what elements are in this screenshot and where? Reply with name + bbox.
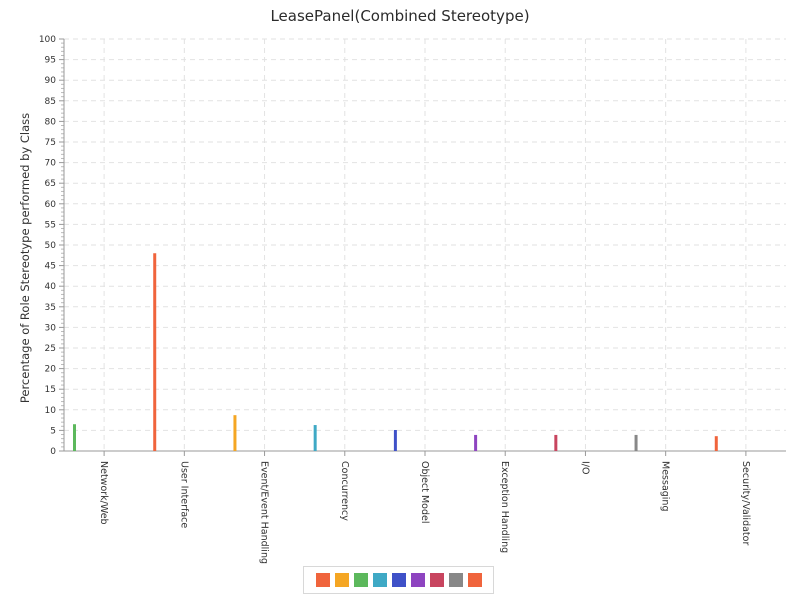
legend-swatch [391,573,406,587]
y-tick-label: 50 [45,241,57,251]
bar-user-interface [153,253,157,451]
legend-swatch [410,573,425,587]
legend-swatch [353,573,368,587]
x-category-labels: Network/Web User Interface Event/Event Han… [98,461,751,564]
x-category-label: Messaging [660,461,671,511]
x-category-label: Event/Event Handling [259,461,270,564]
bar-security-validator [714,436,718,451]
y-tick-label: 70 [45,159,57,169]
bar-event-event-handling [233,415,237,451]
legend-swatch [448,573,463,587]
legend-swatch [372,573,387,587]
bar-network-web [73,424,76,451]
y-tick-label: 15 [45,385,56,395]
y-axis-title: Percentage of Role Stereotype performed … [18,113,32,403]
y-tick-label: 60 [45,200,57,210]
legend-swatch [315,573,330,587]
bar-messaging [634,434,638,451]
bars [73,253,718,451]
bar-exception-handling [474,434,478,451]
y-tick-labels: 0 5 10 15 20 25 30 35 40 45 50 55 60 65 70 75 80 85 90 95 10… [39,35,56,457]
x-category-label: I/O [579,461,590,474]
y-tick-label: 10 [45,406,57,416]
y-tick-label: 35 [45,303,56,313]
x-category-label: Security/Validator [740,461,751,545]
axes [59,38,786,456]
y-tick-label: 30 [45,323,57,333]
y-tick-label: 90 [45,76,57,86]
legend [303,566,494,594]
x-category-label: Concurrency [339,461,350,521]
x-category-label: Exception Handling [499,461,510,553]
y-tick-label: 40 [45,282,57,292]
grid-lines [64,38,786,451]
bar-i-o [554,434,558,451]
legend-swatch [334,573,349,587]
y-tick-label: 95 [45,56,56,66]
y-tick-label: 45 [45,262,56,272]
y-tick-label: 0 [50,447,56,457]
y-tick-label: 5 [50,426,56,436]
x-category-label: Object Model [419,461,430,523]
y-tick-label: 25 [45,344,56,354]
bar-object-model [393,429,397,451]
bar-concurrency [313,425,317,451]
legend-swatch [429,573,444,587]
y-tick-label: 80 [45,117,57,127]
chart-title: LeasePanel(Combined Stereotype) [270,7,530,25]
x-category-label: Network/Web [98,461,109,525]
x-category-label: User Interface [178,461,189,528]
y-tick-label: 20 [45,365,57,375]
y-tick-label: 100 [39,35,56,45]
y-tick-label: 85 [45,97,56,107]
legend-swatch [467,573,482,587]
y-tick-label: 75 [45,138,56,148]
y-tick-label: 55 [45,220,56,230]
y-tick-label: 65 [45,179,56,189]
